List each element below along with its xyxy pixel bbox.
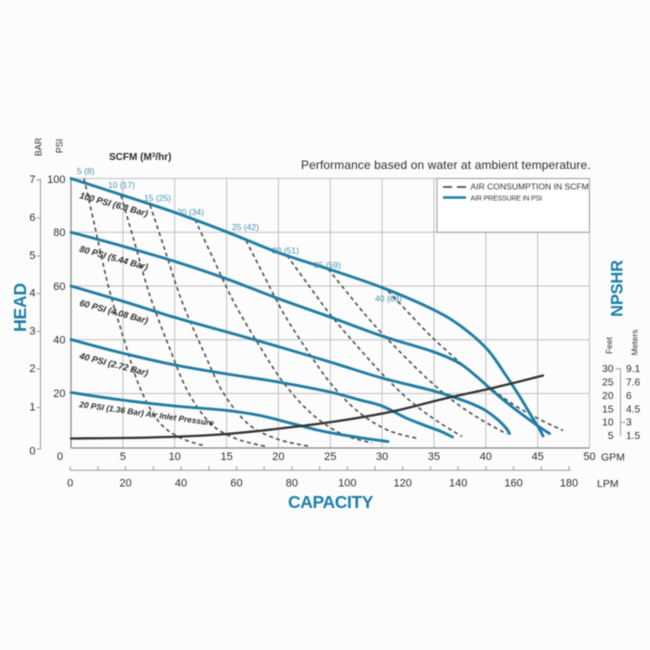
svg-text:25 (42): 25 (42) [232,222,259,232]
svg-text:160: 160 [504,478,522,490]
svg-text:20: 20 [119,478,131,490]
svg-text:15: 15 [220,451,232,463]
svg-text:6: 6 [29,212,35,224]
svg-text:Feet: Feet [604,336,614,354]
svg-text:4: 4 [29,288,35,300]
svg-text:60: 60 [230,478,242,490]
svg-text:45: 45 [532,451,544,463]
svg-text:10: 10 [602,418,614,429]
svg-text:20 (34): 20 (34) [177,207,204,217]
svg-text:35: 35 [428,451,440,463]
svg-text:25: 25 [324,451,336,463]
svg-text:60: 60 [53,281,65,293]
svg-text:AIR CONSUMPTION IN SCFM: AIR CONSUMPTION IN SCFM [471,182,589,192]
svg-text:1.5: 1.5 [626,431,640,442]
svg-text:GPM: GPM [601,452,625,464]
svg-text:4.5: 4.5 [626,404,640,415]
svg-text:5: 5 [29,250,35,262]
svg-text:BAR: BAR [34,137,44,156]
svg-text:40 (68): 40 (68) [375,294,402,304]
svg-text:100: 100 [338,478,356,490]
svg-text:0: 0 [57,451,63,463]
svg-text:HEAD: HEAD [10,283,30,332]
svg-text:80: 80 [53,227,65,239]
svg-text:PSI: PSI [55,139,65,154]
svg-text:15: 15 [602,404,614,415]
svg-text:0: 0 [67,478,73,490]
svg-text:180: 180 [560,478,578,490]
svg-text:10 (17): 10 (17) [108,180,135,190]
svg-text:6: 6 [626,391,632,402]
svg-text:140: 140 [449,478,467,490]
svg-text:9.1: 9.1 [626,364,640,375]
svg-text:3: 3 [626,418,632,429]
svg-text:LPM: LPM [597,478,619,490]
svg-text:40: 40 [480,451,492,463]
svg-text:CAPACITY: CAPACITY [288,492,374,512]
svg-text:10: 10 [169,451,181,463]
svg-text:15 (25): 15 (25) [144,193,171,203]
svg-text:20: 20 [53,388,65,400]
svg-text:30: 30 [602,364,614,375]
svg-text:SCFM (M3/hr): SCFM (M3/hr) [109,152,172,163]
svg-text:20: 20 [272,451,284,463]
svg-text:40: 40 [175,478,187,490]
svg-text:40: 40 [53,335,65,347]
svg-text:30: 30 [376,451,388,463]
svg-text:5: 5 [608,431,614,442]
svg-text:AIR PRESSURE IN PSI: AIR PRESSURE IN PSI [471,195,543,202]
svg-text:120: 120 [394,478,412,490]
svg-text:5 (8): 5 (8) [77,166,95,176]
svg-text:3: 3 [29,326,35,338]
svg-text:1: 1 [29,402,35,414]
svg-text:25: 25 [602,377,614,388]
svg-text:NPSHR: NPSHR [609,260,627,317]
svg-text:20: 20 [602,391,614,402]
svg-text:50: 50 [583,451,595,463]
svg-text:Meters: Meters [630,330,640,356]
svg-text:100: 100 [47,174,65,186]
svg-text:7.6: 7.6 [626,377,640,388]
svg-text:30 (51): 30 (51) [272,246,299,256]
svg-text:Performance based on water at: Performance based on water at ambient te… [301,158,591,172]
svg-text:35 (59): 35 (59) [314,260,341,270]
svg-text:2: 2 [29,363,35,375]
svg-text:5: 5 [120,451,126,463]
svg-text:80: 80 [286,478,298,490]
svg-text:7: 7 [29,174,35,186]
svg-text:0: 0 [29,446,35,458]
